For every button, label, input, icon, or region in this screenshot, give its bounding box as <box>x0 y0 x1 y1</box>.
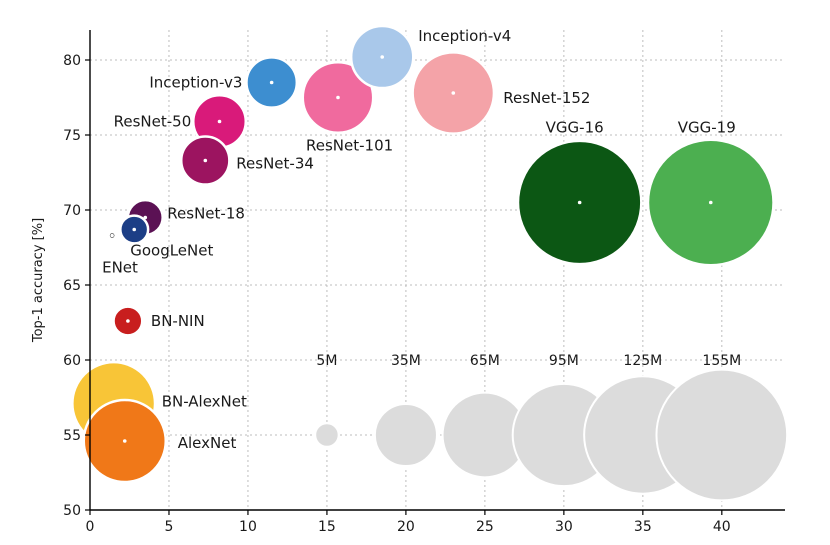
x-tick-label: 40 <box>713 519 731 535</box>
bubble-center-resnet-152 <box>451 91 456 95</box>
bubble-center-vgg-16 <box>577 200 582 205</box>
size-legend-bubble-155m <box>655 368 789 502</box>
size-legend-label-35m: 35M <box>391 353 421 369</box>
label-resnet-50: ResNet-50 <box>114 113 192 131</box>
label-bn-nin: BN-NIN <box>151 312 205 330</box>
bubble-center-alexnet <box>122 439 127 443</box>
x-tick-label: 10 <box>239 519 257 535</box>
label-alexnet: AlexNet <box>178 434 237 452</box>
label-bn-alexnet: BN-AlexNet <box>162 393 247 411</box>
y-tick-label: 50 <box>63 503 81 519</box>
x-tick-label: 25 <box>476 519 494 535</box>
size-legend-bubble-5m <box>314 422 340 448</box>
x-tick-label: 20 <box>397 519 415 535</box>
x-tick-label: 15 <box>318 519 336 535</box>
bubble-center-enet <box>110 233 114 238</box>
bubble-center-bn-nin <box>126 319 130 323</box>
bubble-center-resnet-101 <box>336 95 340 100</box>
size-legend-label-5m: 5M <box>316 353 337 369</box>
label-googlenet: GoogLeNet <box>130 242 213 260</box>
size-legend: 5M 35M 65M 95M 125M 155M <box>314 353 789 502</box>
label-resnet-18: ResNet-18 <box>167 205 245 223</box>
bubble-center-inception-v3 <box>269 80 274 85</box>
bubble-center-resnet-34 <box>203 158 208 163</box>
label-vgg-19: VGG-19 <box>678 119 736 137</box>
x-tick-label: 5 <box>165 519 174 535</box>
size-legend-label-155m: 155M <box>702 353 741 369</box>
size-legend-bubble-35m <box>373 402 438 468</box>
label-resnet-34: ResNet-34 <box>236 155 314 173</box>
axis-layer: 0 5 10 15 20 25 30 35 40 50 55 60 65 70 75 80 Top-1 accu… <box>31 30 785 535</box>
y-tick-label: 70 <box>63 203 81 219</box>
label-resnet-101: ResNet-101 <box>306 137 393 155</box>
label-layer: Inception-v4Inception-v3ResNet-101ResNet… <box>102 27 736 452</box>
bubble-layer <box>71 24 775 484</box>
y-tick-label: 60 <box>63 353 81 369</box>
label-inception-v3: Inception-v3 <box>149 74 242 92</box>
bubble-center-vgg-19 <box>708 200 713 205</box>
y-axis-title: Top-1 accuracy [%] <box>31 218 46 343</box>
size-legend-label-65m: 65M <box>470 353 500 369</box>
label-vgg-16: VGG-16 <box>546 119 604 137</box>
x-tick-label: 30 <box>555 519 573 535</box>
y-tick-label: 65 <box>63 278 81 294</box>
y-tick-label: 55 <box>63 428 81 444</box>
x-tick-label: 0 <box>86 519 95 535</box>
y-tick-label: 80 <box>63 53 81 69</box>
label-inception-v4: Inception-v4 <box>418 27 511 45</box>
label-enet: ENet <box>102 259 138 277</box>
label-resnet-152: ResNet-152 <box>503 89 590 107</box>
y-tick-label: 75 <box>63 128 81 144</box>
bubble-center-googlenet <box>132 227 137 232</box>
size-legend-label-125m: 125M <box>623 353 662 369</box>
x-tick-label: 35 <box>634 519 652 535</box>
size-legend-label-95m: 95M <box>549 353 579 369</box>
bubble-center-inception-v4 <box>380 55 385 59</box>
bubble-center-resnet-50 <box>217 119 222 124</box>
